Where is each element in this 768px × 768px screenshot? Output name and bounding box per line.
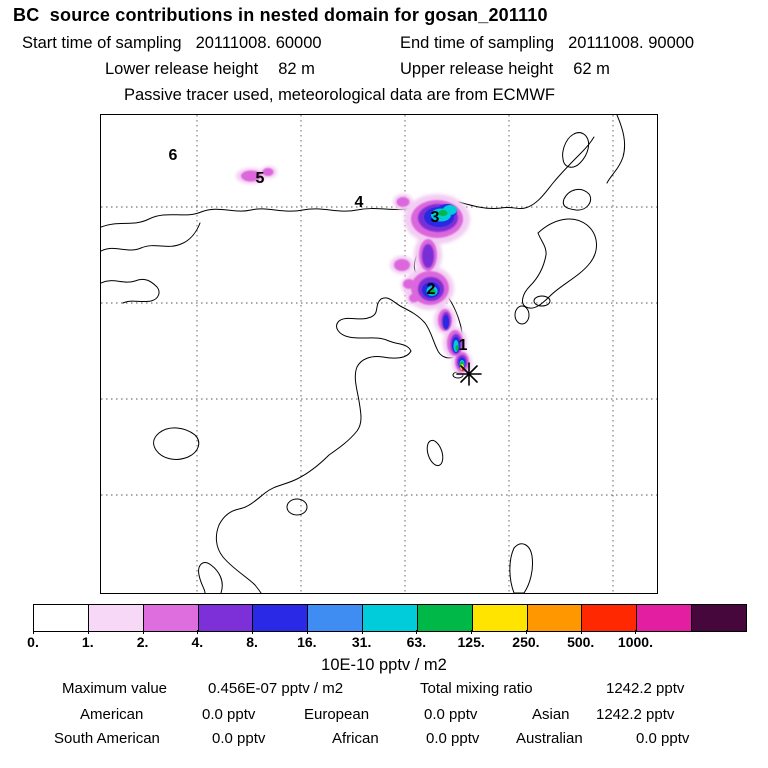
colorbar-tick-mark — [306, 630, 308, 634]
colorbar-segment — [527, 605, 583, 631]
colorbar-tick-mark — [142, 630, 144, 634]
colorbar-tick-mark — [252, 630, 254, 634]
upper-release-value: 62 m — [573, 60, 610, 78]
colorbar-segment — [253, 605, 309, 631]
colorbar-tick-mark — [416, 630, 418, 634]
lake-shape — [153, 427, 200, 460]
island-hokkaido — [562, 188, 592, 211]
tracer-note: Passive tracer used, meteorological data… — [124, 86, 555, 104]
maximum-value-label: Maximum value — [62, 680, 168, 697]
colorbar-tick-mark — [361, 630, 363, 634]
region-label-3: 3 — [431, 209, 440, 226]
coast-kamchatka — [606, 115, 626, 184]
total-mixing-ratio-value: 1242.2 pptv — [606, 680, 685, 697]
asian-value: 1242.2 pptv — [596, 706, 675, 723]
colorbar-ticks: 0. 1. 2. 4. 8. 16. 31. 63. 125. 250. 500. 1000. — [27, 630, 745, 652]
colorbar-title: 10E-10 pptv / m2 — [321, 656, 447, 674]
region-label-2: 2 — [427, 281, 436, 298]
colorbar-segment — [472, 605, 528, 631]
sampling-start: Start time of sampling 20111008. 60000 — [22, 34, 322, 53]
upper-release-label: Upper release height — [400, 60, 554, 78]
colorbar-tick-label: 0. — [27, 634, 39, 650]
lower-release-value: 82 m — [278, 60, 315, 78]
colorbar-segment — [637, 605, 693, 631]
sampling-end-label: End time of sampling — [400, 34, 555, 52]
island-honshu — [522, 218, 597, 309]
colorbar-segment — [34, 605, 89, 631]
figure-title: BC source contributions in nested domain… — [13, 5, 548, 25]
coastlines — [101, 115, 626, 593]
island-shikoku — [533, 295, 551, 307]
coast-gulf-thailand — [198, 562, 223, 593]
upper-release: Upper release height 62 m — [400, 60, 610, 79]
colorbar-tick-mark — [580, 630, 582, 634]
border-left-2 — [101, 278, 160, 304]
sampling-start-value: 20111008. 60000 — [195, 34, 322, 52]
colorbar-tick-label: 16. — [297, 634, 317, 650]
colorbar-segment — [143, 605, 199, 631]
colorbar-tick-mark — [197, 630, 199, 634]
map-svg: 6 5 4 3 2 1 — [101, 115, 657, 593]
asian-label: Asian — [532, 706, 570, 723]
sampling-start-label: Start time of sampling — [22, 34, 182, 52]
island-kyushu — [514, 305, 530, 325]
colorbar-segment — [198, 605, 254, 631]
colorbar-tick-mark — [635, 630, 637, 634]
colorbar-segments — [33, 604, 747, 632]
total-mixing-ratio-label: Total mixing ratio — [420, 680, 533, 697]
colorbar-segment — [692, 605, 746, 631]
sampling-end: End time of sampling 20111008. 90000 — [400, 34, 694, 53]
maximum-value: 0.456E-07 pptv / m2 — [208, 680, 344, 697]
african-label: African — [332, 730, 379, 747]
south-american-label: South American — [54, 730, 160, 747]
colorbar-tick-mark — [525, 630, 527, 634]
colorbar-tick-label: 500. — [567, 634, 595, 650]
american-value: 0.0 pptv — [202, 706, 256, 723]
colorbar-segment — [308, 605, 364, 631]
sampling-end-value: 20111008. 90000 — [568, 34, 695, 52]
region-labels: 6 5 4 3 2 1 — [169, 147, 468, 354]
colorbar-segment — [417, 605, 473, 631]
colorbar-tick-label: 4. — [191, 634, 204, 650]
region-label-1: 1 — [459, 337, 468, 354]
colorbar-tick-label: 1000. — [617, 634, 653, 650]
colorbar-segment — [363, 605, 418, 631]
colorbar-tick-mark — [87, 630, 89, 634]
concentration-plume — [236, 166, 472, 375]
colorbar-tick-label: 1. — [81, 634, 94, 650]
region-label-6: 6 — [169, 147, 178, 164]
colorbar-tick-label: 31. — [351, 634, 372, 650]
colorbar-segment — [582, 605, 638, 631]
colorbar-tick-label: 63. — [406, 634, 427, 650]
colorbar-segment — [88, 605, 144, 631]
map-gridlines — [101, 115, 657, 593]
island-sakhalin — [562, 132, 590, 168]
colorbar-tick-mark — [471, 630, 473, 634]
region-label-5: 5 — [256, 170, 265, 187]
colorbar-tick-label: 125. — [457, 634, 485, 650]
lower-release-label: Lower release height — [105, 60, 259, 78]
american-label: American — [80, 706, 144, 723]
colorbar-tick-label: 8. — [246, 634, 258, 650]
colorbar-tick-label: 2. — [136, 634, 149, 650]
south-american-value: 0.0 pptv — [212, 730, 266, 747]
border-left-1 — [101, 222, 201, 252]
australian-value: 0.0 pptv — [636, 730, 690, 747]
border-north-east — [458, 136, 595, 210]
european-label: European — [304, 706, 370, 723]
european-value: 0.0 pptv — [424, 706, 478, 723]
island-taiwan — [426, 439, 444, 467]
receptor-star-marker — [456, 362, 482, 386]
island-luzon — [509, 543, 533, 593]
african-value: 0.0 pptv — [426, 730, 480, 747]
lower-release: Lower release height 82 m — [105, 60, 315, 79]
colorbar-tick-mark — [33, 630, 34, 634]
region-label-4: 4 — [355, 194, 364, 211]
island-hainan — [286, 498, 308, 516]
map-panel: 6 5 4 3 2 1 — [100, 114, 658, 594]
australian-label: Australian — [516, 730, 583, 747]
colorbar-tick-label: 250. — [512, 634, 540, 650]
